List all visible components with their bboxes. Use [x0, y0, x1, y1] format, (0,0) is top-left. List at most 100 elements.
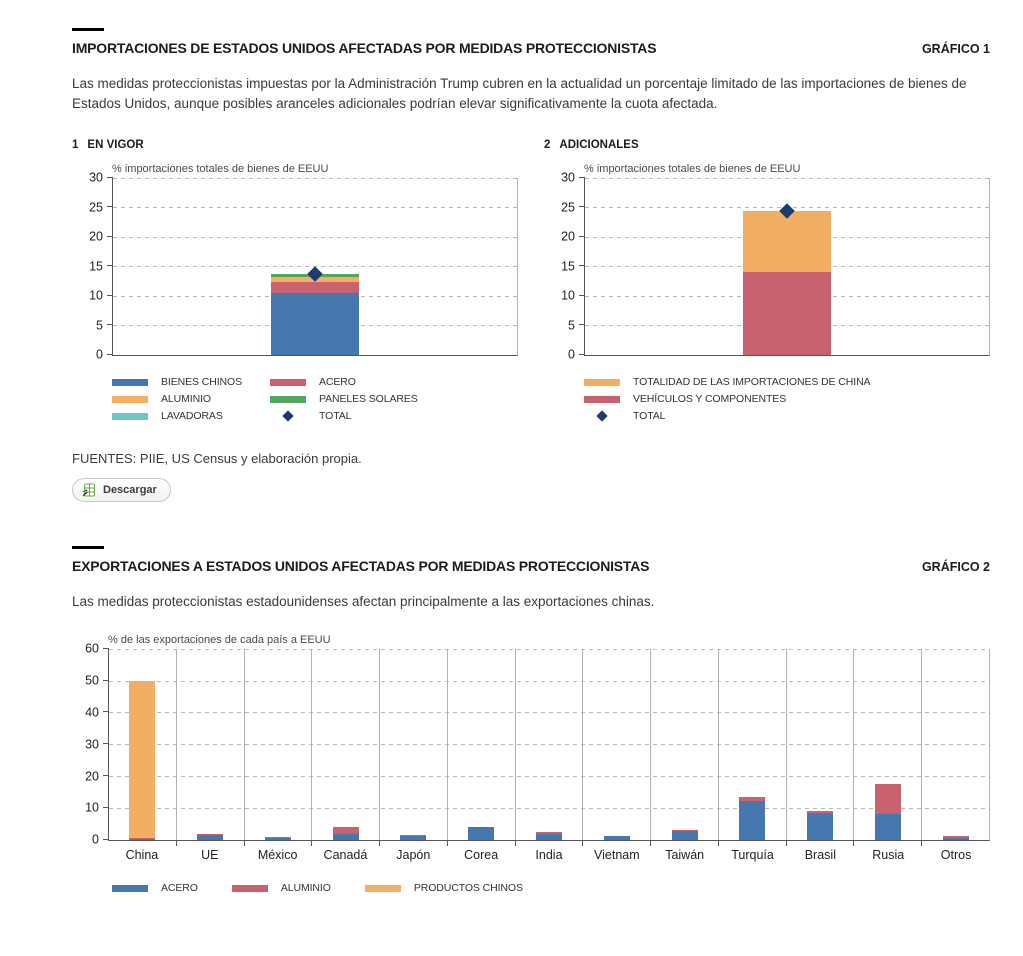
legend-label: PANELES SOLARES: [319, 393, 418, 405]
total-diamond-icon: [270, 412, 306, 421]
grafico-1-label: GRÁFICO 1: [922, 42, 990, 56]
stacked-bar: [271, 274, 359, 355]
category-column: [113, 178, 517, 355]
exportaciones-axis-title: % de las exportaciones de cada país a EE…: [108, 634, 990, 646]
legend-item: ALUMINIO: [112, 391, 270, 408]
legend-label: TOTAL: [319, 410, 351, 422]
series-swatch-icon: [270, 395, 306, 404]
download-button[interactable]: Descargar: [72, 478, 171, 502]
legend-label: ACERO: [161, 882, 198, 894]
plot-area: [108, 649, 990, 841]
stacked-bar: [536, 832, 562, 839]
section-rule: [72, 546, 104, 549]
x-tick-label: UE: [176, 848, 244, 862]
legend-label: BIENES CHINOS: [161, 376, 242, 388]
download-button-label: Descargar: [103, 484, 157, 496]
section-rule: [72, 28, 104, 31]
adicionales-axis-title: % importaciones totales de bienes de EEU…: [584, 163, 990, 175]
x-tick-label: India: [515, 848, 583, 862]
y-tick-label: 25: [561, 201, 575, 214]
grafico-2-section: EXPORTACIONES A ESTADOS UNIDOS AFECTADAS…: [72, 546, 990, 897]
bar-segment-aluminio: [333, 827, 359, 834]
y-tick-label: 40: [85, 706, 99, 719]
legend-item: TOTAL: [270, 408, 428, 425]
legend-label: PRODUCTOS CHINOS: [414, 882, 523, 894]
section1-title-row: IMPORTACIONES DE ESTADOS UNIDOS AFECTADA…: [72, 40, 990, 56]
y-tick-label: 30: [561, 171, 575, 184]
panel-title: EN VIGOR: [87, 139, 143, 151]
plot-area: [584, 178, 990, 356]
legend-item: PRODUCTOS CHINOS: [365, 880, 523, 897]
y-tick-label: 60: [85, 643, 99, 656]
section1-intro: Las medidas proteccionistas impuestas po…: [72, 74, 990, 115]
x-tick-label: Canadá: [312, 848, 380, 862]
series-swatch-icon: [584, 378, 620, 387]
bar-segment-acero: [197, 835, 223, 840]
stacked-bar: [875, 784, 901, 840]
bar-segment-acero: [333, 834, 359, 840]
category-column: [245, 649, 313, 840]
spreadsheet-download-icon: [82, 483, 96, 497]
category-column: [922, 649, 989, 840]
section2-intro: Las medidas proteccionistas estadouniden…: [72, 592, 990, 612]
legend-item: ALUMINIO: [232, 880, 331, 897]
bar-segment-acero: [400, 836, 426, 840]
section1-title: IMPORTACIONES DE ESTADOS UNIDOS AFECTADA…: [72, 40, 656, 56]
stacked-bar: [400, 835, 426, 839]
x-tick-label: Rusia: [854, 848, 922, 862]
y-tick-label: 15: [89, 260, 103, 273]
bar-segment-acero: [265, 838, 291, 840]
y-tick-label: 0: [96, 348, 103, 361]
legend-label: VEHÍCULOS Y COMPONENTES: [633, 393, 786, 405]
series-swatch-icon: [112, 378, 148, 387]
panel-adicionales-header: 2 ADICIONALES: [544, 139, 990, 151]
category-column: [109, 649, 177, 840]
category-column: [585, 178, 989, 355]
section2-title-row: EXPORTACIONES A ESTADOS UNIDOS AFECTADAS…: [72, 558, 990, 574]
bar-segment-acero: [943, 838, 969, 840]
stacked-bar: [943, 836, 969, 840]
y-tick-label: 30: [85, 738, 99, 751]
stacked-bar: [672, 830, 698, 840]
y-tick-label: 20: [85, 770, 99, 783]
bar-segment-acero: [739, 801, 765, 840]
panel-number: 2: [544, 139, 550, 151]
y-tick-label: 10: [89, 289, 103, 302]
x-tick-label: Japón: [379, 848, 447, 862]
stacked-bar: [807, 811, 833, 840]
bar-segment-acero: [536, 834, 562, 839]
legend-item: LAVADORAS: [112, 408, 270, 425]
stacked-bar: [468, 827, 494, 840]
x-tick-label: Corea: [447, 848, 515, 862]
series-swatch-icon: [112, 884, 148, 893]
bar-segment-veh-culos-y-componentes: [743, 272, 831, 355]
y-tick-label: 0: [568, 348, 575, 361]
bar-segment-aluminio: [875, 784, 901, 814]
plot-area: [112, 178, 518, 356]
stacked-bar: [129, 681, 155, 840]
bar-segment-acero: [129, 839, 155, 840]
stacked-bar: [739, 797, 765, 839]
stacked-bar: [743, 211, 831, 355]
grafico-1-section: IMPORTACIONES DE ESTADOS UNIDOS AFECTADA…: [72, 28, 990, 502]
exportaciones-legend: ACERO ALUMINIO PRODUCTOS CHINOS: [112, 880, 990, 897]
x-tick-label: Otros: [922, 848, 990, 862]
bar-segment-acero: [672, 831, 698, 840]
x-tick-label: Vietnam: [583, 848, 651, 862]
panel-number: 1: [72, 139, 78, 151]
panel-title: ADICIONALES: [559, 139, 638, 151]
category-column: [854, 649, 922, 840]
bar-segment-acero: [468, 827, 494, 839]
category-column: [651, 649, 719, 840]
x-tick-label: Brasil: [786, 848, 854, 862]
x-tick-label: Taiwán: [651, 848, 719, 862]
legend-label: TOTALIDAD DE LAS IMPORTACIONES DE CHINA: [633, 376, 870, 388]
legend-label: LAVADORAS: [161, 410, 223, 422]
y-tick-label: 15: [561, 260, 575, 273]
y-tick-label: 50: [85, 674, 99, 687]
